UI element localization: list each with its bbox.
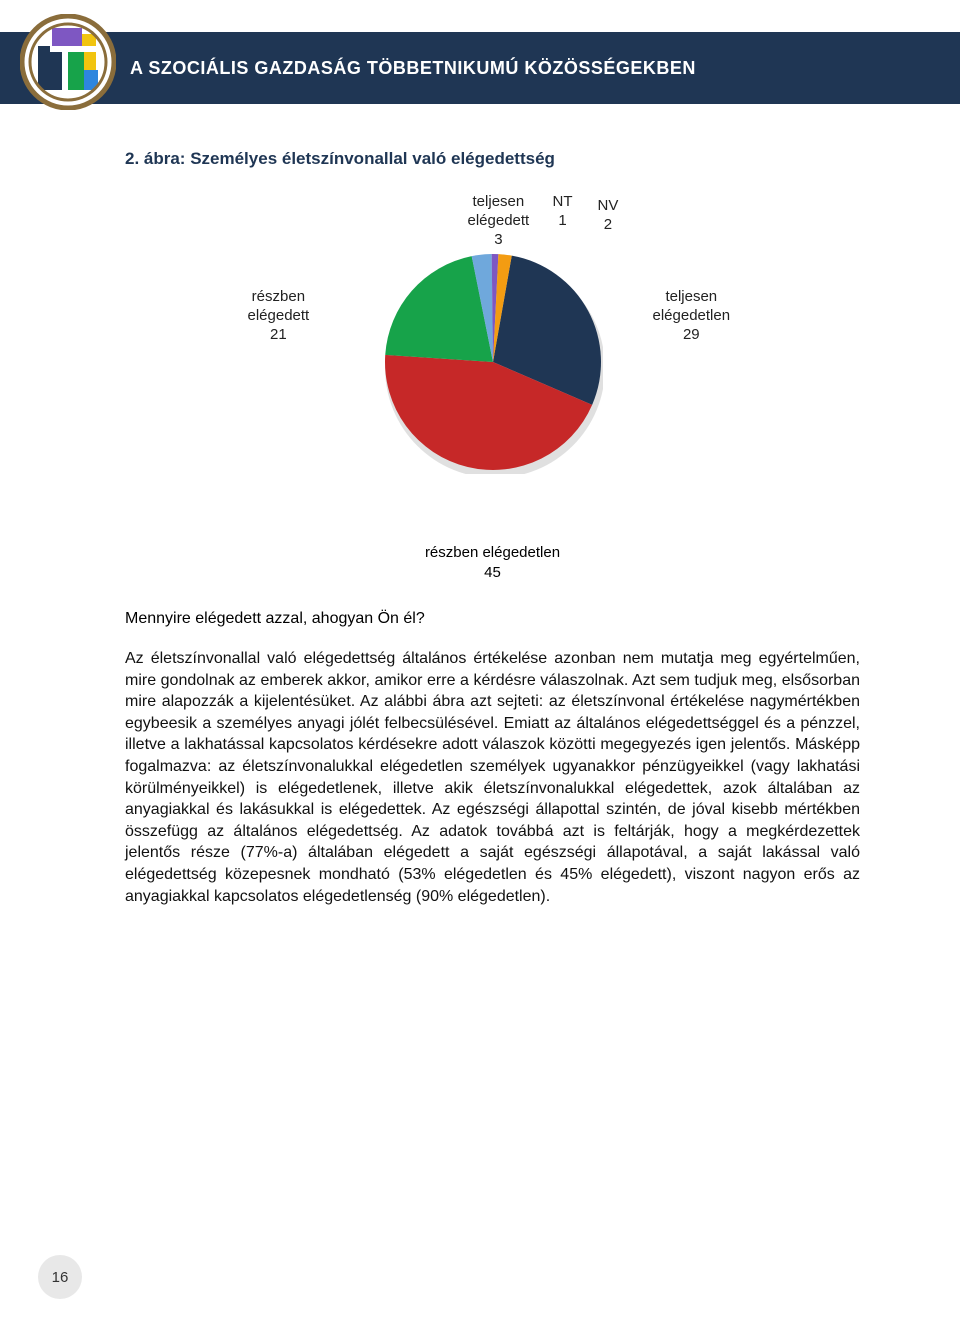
pie-graphic: [383, 248, 603, 479]
slice-label-reszben-elegedetlen: részben elégedetlen45: [125, 543, 860, 582]
slice-label-reszben-elegedett: részbenelégedett21: [248, 288, 310, 344]
slice-label-nv: NV2: [598, 197, 619, 235]
body-paragraph: Az életszínvonallal való elégedettség ál…: [125, 648, 860, 907]
page-number: 16: [38, 1255, 82, 1299]
slice-label-teljesen-elegedetlen: teljesenelégedetlen29: [653, 288, 731, 344]
site-logo: [20, 14, 116, 110]
page-header: A SZOCIÁLIS GAZDASÁG TÖBBETNIKUMÚ KÖZÖSS…: [0, 32, 960, 104]
slice-label-nt: NT1: [553, 193, 573, 231]
chart-title: 2. ábra: Személyes életszínvonallal való…: [125, 149, 860, 169]
pie-chart: teljesenelégedett3 NT1 NV2 részbeneléged…: [213, 193, 773, 513]
slice-label-teljesen-elegedett: teljesenelégedett3: [468, 193, 530, 249]
survey-question: Mennyire elégedett azzal, ahogyan Ön él?: [125, 610, 860, 628]
header-title: A SZOCIÁLIS GAZDASÁG TÖBBETNIKUMÚ KÖZÖSS…: [130, 58, 696, 79]
page-content: 2. ábra: Személyes életszínvonallal való…: [0, 104, 960, 947]
